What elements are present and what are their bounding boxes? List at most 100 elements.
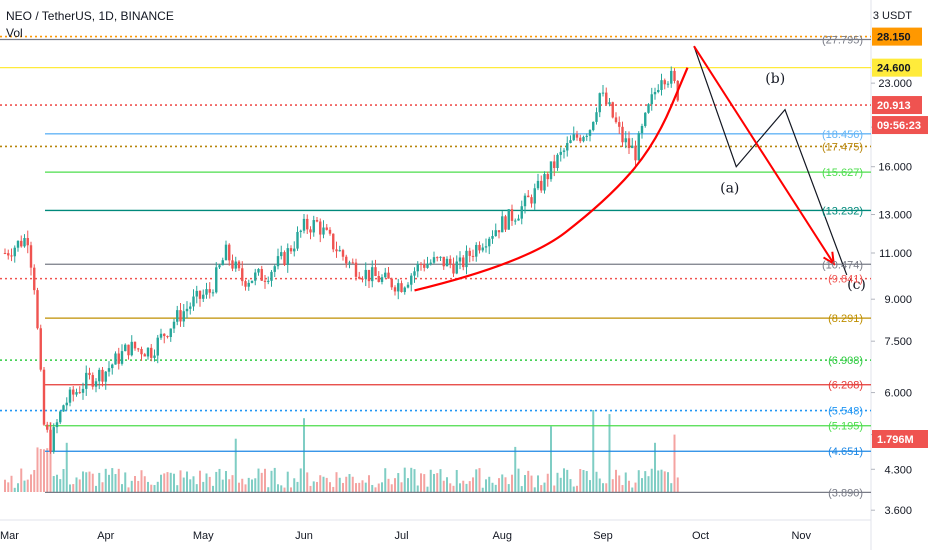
candle-body: [133, 341, 137, 349]
candle-body: [634, 145, 637, 161]
candle-body: [458, 257, 462, 262]
candle-body: [569, 140, 572, 144]
volume-bar: [130, 480, 133, 492]
candle-body: [410, 275, 413, 285]
candle-body: [179, 310, 182, 322]
candle-body: [205, 289, 208, 295]
candle-body: [491, 236, 494, 239]
candle-body: [55, 422, 59, 428]
candle-body: [445, 258, 449, 267]
volume-bar: [371, 484, 374, 492]
volume-bar: [4, 479, 6, 492]
volume-bar: [111, 468, 114, 492]
candle-body: [471, 255, 475, 257]
candle-body: [605, 92, 608, 105]
candle-body: [543, 174, 546, 191]
price-badge-label: 24.600: [877, 63, 911, 75]
volume-bar: [342, 482, 344, 492]
price-badge: [872, 96, 922, 115]
volume-bar: [26, 479, 29, 492]
candle-body: [484, 246, 488, 248]
volume-bar: [137, 480, 140, 492]
candle-body: [406, 284, 410, 288]
candle-body: [137, 348, 140, 350]
level-label: (15.627): [822, 167, 863, 179]
time-axis: Mar Apr May Jun Jul Aug Sep Oct Nov: [0, 530, 812, 542]
level-label: (8.291): [828, 313, 863, 325]
volume-bar: [283, 487, 286, 492]
candle-body: [143, 354, 146, 357]
candle-body: [510, 209, 514, 221]
volume-bar: [520, 486, 523, 492]
volume-bar: [416, 485, 419, 492]
candle-body: [296, 231, 299, 249]
candle-body: [494, 230, 497, 237]
volume-bar: [361, 480, 364, 492]
candle-body: [426, 263, 429, 268]
candle-body: [202, 294, 205, 299]
candle-body: [338, 250, 341, 252]
candle-body: [530, 197, 533, 204]
candle-body: [559, 151, 562, 155]
volume-bar: [163, 473, 166, 492]
volume-bar: [488, 476, 491, 492]
volume-bar: [644, 471, 647, 492]
candle-body: [241, 268, 244, 282]
volume-bar: [381, 482, 383, 492]
candle-body: [312, 220, 315, 233]
candle-body: [273, 266, 276, 272]
volume-bar: [189, 479, 192, 492]
time-tick-label: May: [193, 530, 214, 542]
volume-label[interactable]: Vol: [6, 26, 23, 40]
volume-bar: [303, 418, 305, 492]
candle-body: [549, 161, 553, 180]
volume-bar: [234, 438, 237, 492]
symbol-title[interactable]: NEO / TetherUS, 1D, BINANCE: [6, 9, 174, 23]
volume-bar: [514, 446, 517, 492]
time-tick-label: Nov: [791, 530, 811, 542]
candle-body: [354, 262, 358, 277]
volume-bar: [481, 487, 484, 492]
volume-bar: [397, 473, 400, 492]
abc-wave-path: [693, 46, 848, 276]
candle-body: [195, 290, 198, 297]
volume-bar: [173, 473, 175, 492]
volume-bar: [91, 473, 94, 492]
volume-bar: [85, 472, 88, 492]
candle-body: [351, 262, 354, 264]
candle-body: [117, 353, 120, 364]
candle-body: [208, 289, 211, 293]
volume-bar: [449, 483, 452, 492]
volume-bar: [615, 469, 617, 492]
volume-bar: [345, 476, 348, 492]
volume-bar: [322, 476, 325, 492]
volume-bar: [225, 471, 227, 492]
candle-body: [221, 260, 224, 266]
candle-body: [124, 344, 127, 352]
volume-bar: [338, 477, 341, 492]
candle-body: [78, 392, 81, 394]
volume-bar: [104, 468, 107, 492]
volume-bar: [59, 479, 62, 492]
candle-body: [374, 267, 377, 276]
candle-body: [627, 138, 631, 149]
candle-body: [244, 281, 247, 287]
volume-bar: [446, 477, 448, 492]
candle-body: [504, 216, 507, 230]
volume-bar: [114, 474, 117, 492]
price-tick-label: 16.000: [878, 162, 912, 174]
candle-body: [449, 258, 452, 264]
volume-bar: [65, 442, 68, 492]
candle-body: [520, 206, 523, 219]
volume-bar: [199, 470, 201, 492]
candle-body: [657, 89, 660, 93]
volume-bar: [504, 477, 507, 492]
candle-body: [75, 392, 78, 395]
volume-bar: [75, 477, 78, 492]
volume-bar: [472, 477, 474, 492]
candle-body: [127, 344, 130, 356]
candle-body: [150, 347, 153, 358]
price-tick-label: 23.000: [878, 78, 912, 90]
